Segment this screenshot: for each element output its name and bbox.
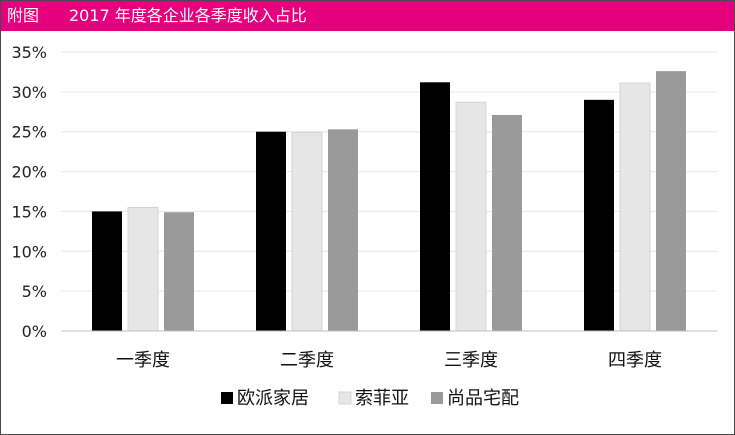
bar: [291, 132, 323, 332]
bar: [164, 212, 194, 331]
bars: [92, 71, 686, 332]
legend-swatch: [431, 392, 443, 404]
legend-swatch: [221, 392, 233, 404]
legend-swatch: [338, 391, 352, 405]
y-tick-label: 10%: [11, 242, 47, 261]
category-label: 一季度: [116, 350, 170, 371]
y-axis-ticks: 0% 5% 10% 15% 20% 25% 30% 35%: [11, 43, 47, 341]
y-tick-label: 35%: [11, 43, 47, 62]
category-label: 二季度: [280, 350, 334, 371]
y-tick-label: 15%: [11, 202, 47, 221]
y-tick-label: 20%: [11, 163, 47, 182]
figure-label: 附图: [7, 6, 40, 25]
legend: 欧派家居 索菲亚 尚品宅配: [221, 388, 519, 409]
bar: [656, 71, 686, 332]
legend-label: 索菲亚: [355, 388, 409, 409]
bar: [92, 211, 122, 331]
bar-chart: 0% 5% 10% 15% 20% 25% 30% 35% 一季度 二季度 三季度 四季度 欧派家居…: [11, 43, 717, 409]
y-tick-label: 30%: [11, 83, 47, 102]
y-tick-label: 0%: [22, 322, 47, 341]
y-tick-label: 25%: [11, 123, 47, 142]
category-label: 四季度: [608, 350, 662, 371]
y-tick-label: 5%: [22, 282, 47, 301]
chart-title: 2017 年度各企业各季度收入占比: [69, 6, 307, 25]
gridlines: [61, 51, 717, 292]
bar: [420, 82, 450, 331]
bar: [256, 131, 286, 331]
bar: [619, 82, 651, 332]
legend-label: 尚品宅配: [447, 388, 519, 409]
bar: [584, 99, 614, 331]
bar: [455, 101, 487, 332]
category-label: 三季度: [444, 350, 498, 371]
title-bar: 附图 2017 年度各企业各季度收入占比: [1, 1, 734, 31]
bar: [127, 206, 159, 332]
x-axis-categories: 一季度 二季度 三季度 四季度: [116, 350, 662, 371]
bar: [492, 114, 522, 331]
legend-label: 欧派家居: [237, 388, 309, 409]
bar: [328, 129, 358, 331]
